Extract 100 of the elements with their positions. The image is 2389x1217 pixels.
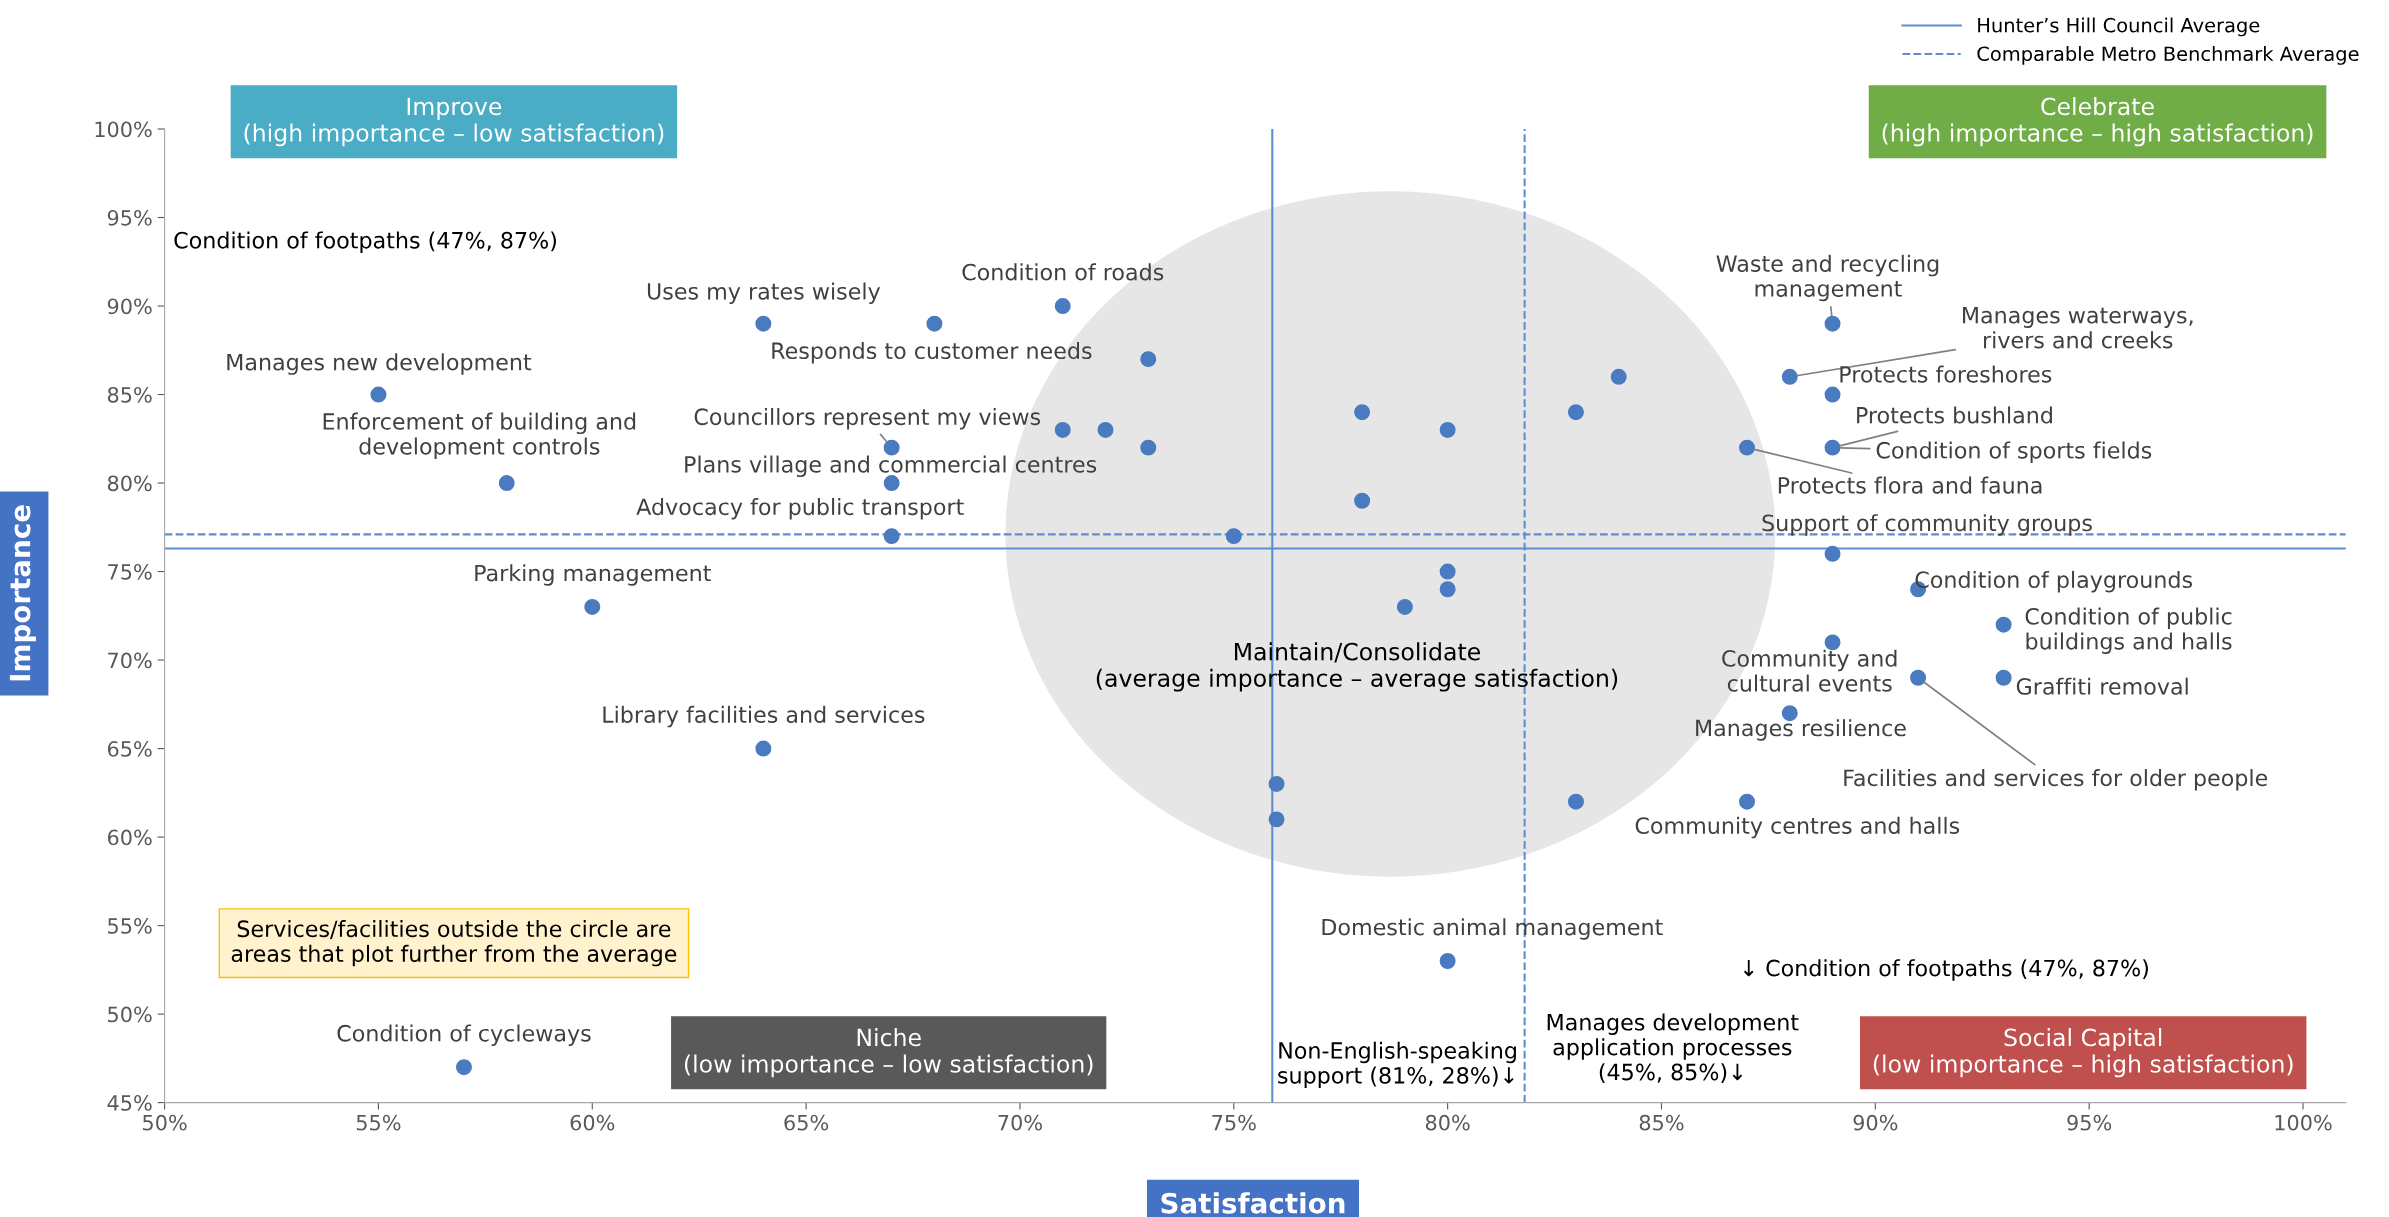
point xyxy=(1354,492,1371,509)
y-tick-label: 80% xyxy=(107,475,152,492)
y-tick-label: 45% xyxy=(107,1095,152,1111)
y-tick-label: 65% xyxy=(107,741,152,757)
point xyxy=(498,475,515,492)
annotation: Facilities and services for older people xyxy=(1844,769,2268,791)
annotation: Advocacy for public transport xyxy=(636,497,964,520)
annotation: Responds to customer needs xyxy=(772,341,1092,364)
x-tick-label: 65% xyxy=(784,1114,829,1131)
y-tick-label: 100% xyxy=(95,121,152,138)
annotation: Manages new development xyxy=(227,353,532,375)
point xyxy=(1097,421,1114,438)
annotation: Condition of footpaths (47%, 87%) xyxy=(174,231,556,253)
annotation: Community and cultural events xyxy=(1722,649,1897,692)
x-tick-label: 100% xyxy=(2275,1114,2332,1131)
point xyxy=(370,386,387,403)
point xyxy=(755,740,772,757)
annotation: Library facilities and services xyxy=(603,705,925,728)
x-tick-label: 55% xyxy=(356,1114,401,1131)
point xyxy=(1054,298,1071,314)
annotation: Social Capital (low importance – high satisfaction) xyxy=(1873,1028,2293,1078)
point xyxy=(1396,598,1413,615)
annotation: Uses my rates wisely xyxy=(647,282,881,304)
point xyxy=(584,598,601,615)
x-tick-label: 75% xyxy=(1212,1114,1256,1131)
point xyxy=(1439,953,1456,969)
y-tick-label: 50% xyxy=(108,1006,152,1023)
x-tick-label: 70% xyxy=(998,1114,1042,1131)
point xyxy=(1739,793,1755,810)
point xyxy=(1739,439,1755,456)
annotation: Improve (high importance – low satisfaction) xyxy=(244,97,664,147)
annotation: Manages resilience xyxy=(1696,719,1906,741)
point xyxy=(883,439,900,456)
annotation: Enforcement of building and development controls xyxy=(323,412,636,459)
annotation: Community centres and halls xyxy=(1635,816,1960,839)
annotation: Waste and recycling management xyxy=(1716,254,1939,302)
legend-label: Hunter’s Hill Council Average xyxy=(1978,17,2260,37)
annotation: Niche (low importance – low satisfaction) xyxy=(684,1028,1093,1078)
legend-label: Comparable Metro Benchmark Average xyxy=(1977,46,2359,65)
annotation: Manages development application processes (45%, 85%)↓ xyxy=(1547,1013,1799,1083)
annotation: Condition of sports fields xyxy=(1876,441,2152,463)
annotation: Condition of roads xyxy=(962,263,1164,281)
point xyxy=(1354,404,1371,421)
annotation: Parking management xyxy=(475,564,711,586)
point xyxy=(1910,669,1927,686)
point xyxy=(1567,793,1584,810)
annotation: Support of community groups xyxy=(1762,514,2092,536)
point xyxy=(1995,669,2012,686)
y-tick-label: 90% xyxy=(107,298,152,315)
y-tick-label: 85% xyxy=(107,386,152,403)
point xyxy=(1439,581,1456,598)
x-tick-label: 80% xyxy=(1425,1114,1470,1131)
annotation: Services/facilities outside the circle are areas that plot further from the average xyxy=(231,919,677,967)
point xyxy=(1995,616,2012,633)
y-axis-title: Importance xyxy=(9,505,36,681)
point xyxy=(1054,421,1071,438)
annotation: Councillors represent my views xyxy=(694,407,1041,430)
annotation: Graffiti removal xyxy=(2016,677,2188,695)
annotation: ↓ Condition of footpaths (47%, 87%) xyxy=(1743,959,2148,981)
point xyxy=(755,315,772,332)
annotation: Celebrate (high importance – high satisfaction) xyxy=(1882,97,2313,147)
y-tick-label: 75% xyxy=(108,564,152,580)
point xyxy=(883,528,900,545)
point xyxy=(1824,545,1841,562)
y-tick-label: 55% xyxy=(108,918,152,934)
annotation: Plans village and commercial centres xyxy=(685,455,1097,478)
point xyxy=(1567,404,1584,421)
annotation: Manages waterways, rivers and creeks xyxy=(1963,307,2193,349)
x-axis-title: Satisfaction xyxy=(1161,1192,1345,1214)
x-tick-label: 95% xyxy=(2067,1114,2112,1131)
point xyxy=(1824,439,1841,456)
point xyxy=(1610,368,1627,385)
point xyxy=(1225,528,1242,545)
point xyxy=(883,475,900,492)
x-tick-label: 85% xyxy=(1639,1114,1684,1131)
x-tick-label: 60% xyxy=(570,1114,615,1131)
x-tick-label: 50% xyxy=(143,1114,187,1131)
point xyxy=(1140,351,1157,368)
y-tick-label: 60% xyxy=(107,829,152,846)
y-tick-label: 95% xyxy=(107,209,152,226)
y-tick-label: 70% xyxy=(108,652,152,669)
annotation: Protects bushland xyxy=(1857,406,2052,424)
annotation: Protects foreshores xyxy=(1840,365,2052,383)
annotation: Condition of public buildings and halls xyxy=(2025,607,2232,654)
annotation: Condition of playgrounds xyxy=(1915,570,2193,593)
point xyxy=(1140,439,1157,456)
annotation: Non-English-speaking support (81%, 28%)↓ xyxy=(1278,1041,1516,1089)
point xyxy=(1268,775,1285,792)
annotation: Condition of cycleways xyxy=(337,1024,591,1046)
x-tick-label: 90% xyxy=(1853,1114,1898,1131)
annotation: Protects flora and fauna xyxy=(1778,476,2042,494)
point xyxy=(1824,386,1841,403)
point xyxy=(455,1059,472,1076)
point xyxy=(1439,421,1456,438)
annotation: Domestic animal management xyxy=(1322,918,1663,940)
point xyxy=(1268,811,1285,828)
point xyxy=(926,315,943,332)
point xyxy=(1824,315,1841,332)
point xyxy=(1781,368,1798,385)
point xyxy=(1439,563,1456,580)
